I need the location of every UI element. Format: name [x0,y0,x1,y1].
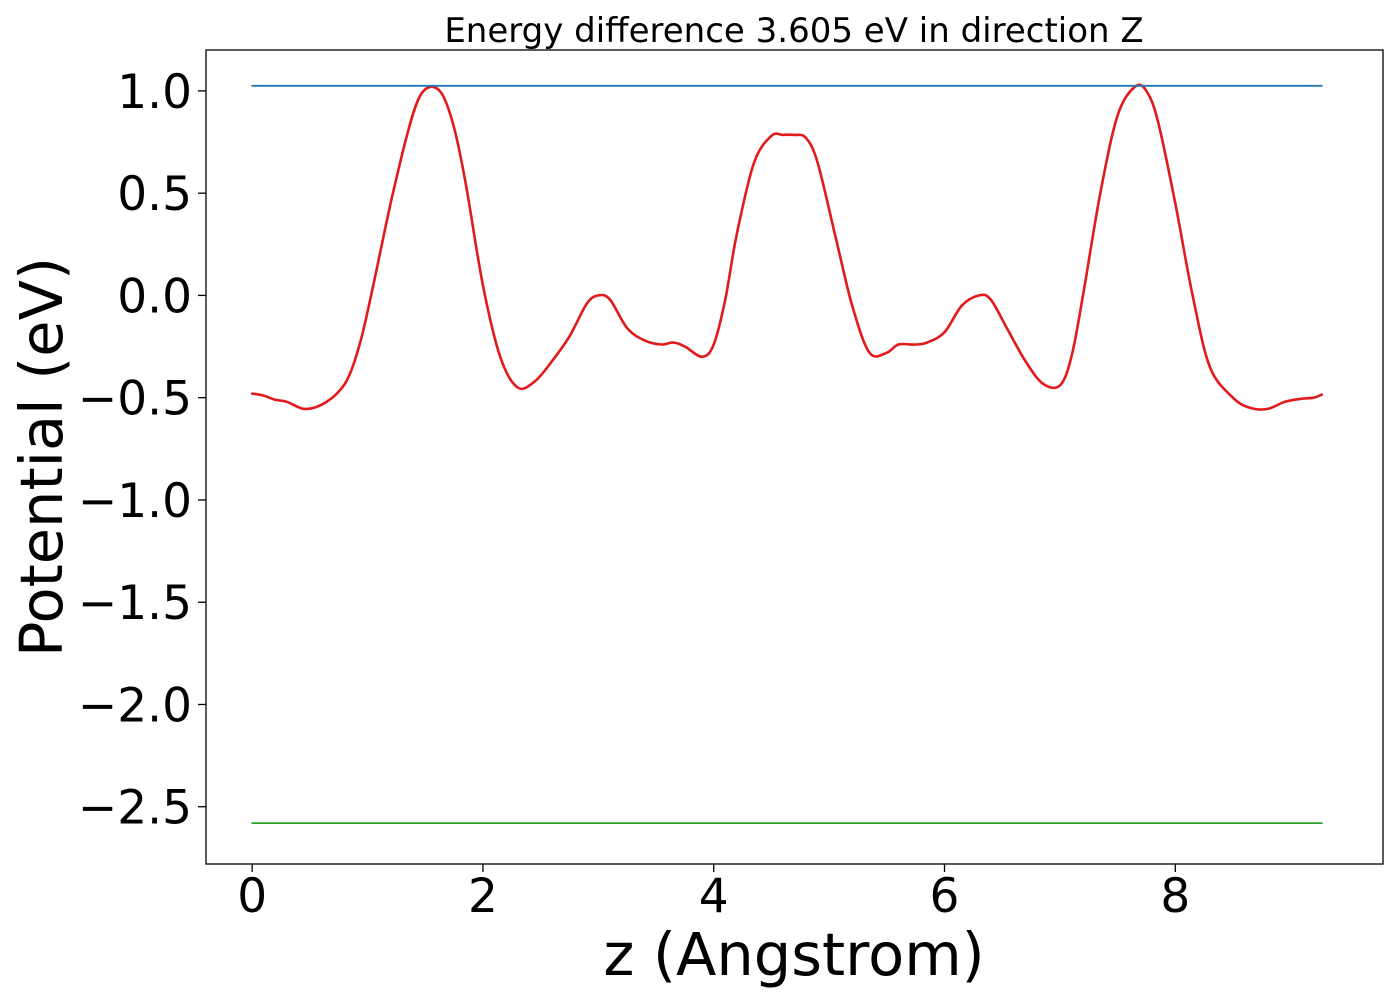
x-tick-label: 0 [237,869,267,924]
x-tick-label: 2 [468,869,498,924]
plot-area [205,49,1384,865]
series-lines [250,83,1324,824]
y-tick-label: −1.0 [78,474,192,529]
y-tick-label: 1.0 [117,65,192,120]
y-axis-label: Potential (eV) [7,257,76,657]
y-tick-label: −1.5 [78,576,192,631]
x-ticks: 0 2 4 6 8 [237,864,1190,924]
x-tick-label: 6 [930,869,960,924]
x-axis-label: z (Angstrom) [603,920,984,989]
y-tick-label: −0.5 [78,372,192,427]
y-tick-label: −2.5 [78,781,192,836]
x-tick-label: 4 [699,869,729,924]
y-ticks: 1.0 0.5 0.0 −0.5 −1.0 −1.5 −2.0 −2.5 [78,65,206,836]
y-tick-label: 0.5 [117,167,192,222]
y-tick-label: −2.0 [78,678,192,733]
chart-title: Energy difference 3.605 eV in direction … [444,11,1143,51]
x-tick-label: 8 [1160,869,1190,924]
y-tick-label: 0.0 [117,269,192,324]
